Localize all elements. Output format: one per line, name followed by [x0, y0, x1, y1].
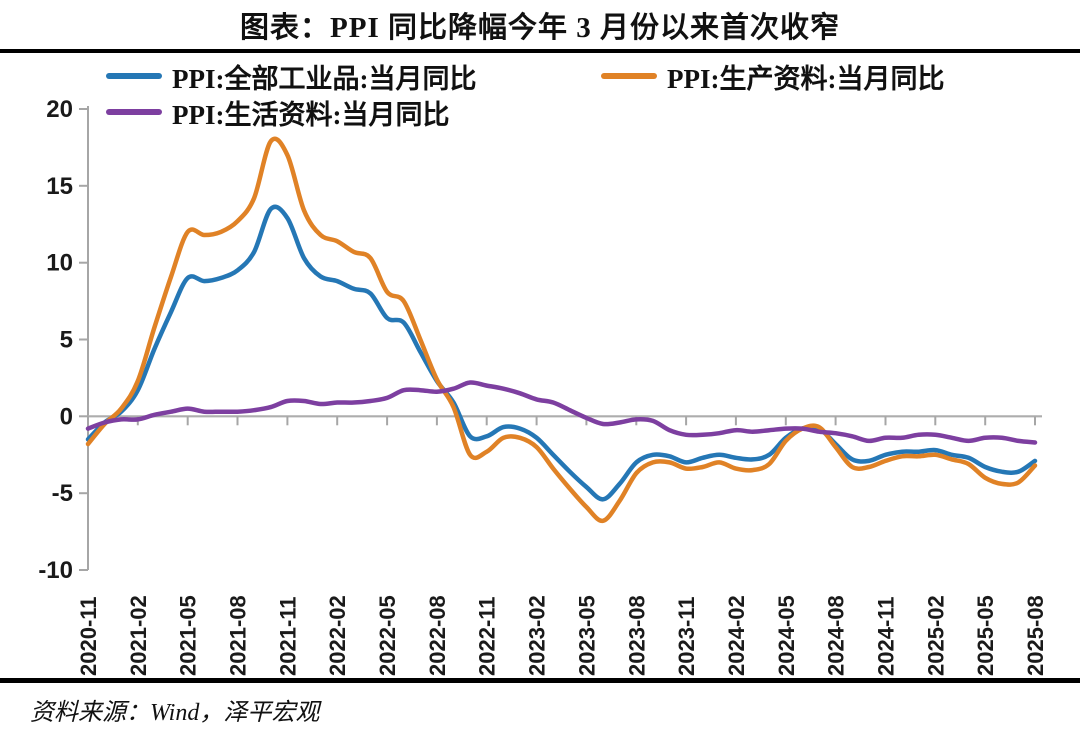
x-tick-label: 2021-05 — [176, 595, 201, 676]
x-tick-label: 2023-02 — [525, 595, 550, 676]
x-tick-label: 2021-02 — [126, 595, 151, 676]
title-divider — [0, 49, 1080, 53]
x-tick-label: 2022-11 — [475, 596, 500, 676]
x-tick-label: 2023-11 — [674, 596, 699, 676]
y-tick-label: 20 — [46, 96, 73, 123]
legend-item-ppi-all: PPI:全部工业品:当月同比 — [106, 60, 476, 94]
y-tick-label: 5 — [60, 327, 73, 354]
x-tick-label: 2023-08 — [624, 595, 649, 676]
x-tick-label: 2022-05 — [375, 595, 400, 676]
y-tick-label: -5 — [52, 480, 73, 507]
bottom-divider — [0, 678, 1080, 683]
series-line-1 — [85, 204, 1038, 502]
x-tick-label: 2025-05 — [973, 595, 998, 676]
legend-label-consumer-goods: PPI:生活资料:当月同比 — [172, 99, 450, 130]
page-title: 图表：PPI 同比降幅今年 3 月份以来首次收窄 — [240, 12, 840, 44]
y-tick-label: -10 — [38, 557, 73, 584]
legend-item-producer-goods: PPI:生产资料:当月同比 — [601, 60, 944, 94]
y-tick-label: 0 — [60, 403, 73, 430]
x-tick-label: 2022-02 — [325, 595, 350, 676]
series-line-2 — [85, 136, 1038, 524]
legend-label-ppi-all: PPI:全部工业品:当月同比 — [172, 63, 477, 94]
legend-swatch-purple — [106, 109, 162, 115]
x-tick-label: 2024-05 — [774, 595, 799, 676]
y-tick-label: 15 — [46, 173, 73, 200]
legend-label-producer-goods: PPI:生产资料:当月同比 — [667, 63, 945, 94]
x-tick-label: 2025-02 — [923, 595, 948, 676]
legend-swatch-orange — [601, 73, 657, 79]
x-tick-label: 2021-11 — [275, 596, 300, 676]
legend-item-consumer-goods: PPI:生活资料:当月同比 — [106, 96, 449, 130]
x-tick-label: 2024-02 — [724, 595, 749, 676]
source-note: 资料来源：Wind，泽平宏观 — [30, 700, 320, 726]
x-tick-label: 2021-08 — [226, 595, 251, 676]
x-tick-label: 2023-05 — [574, 595, 599, 676]
x-tick-label: 2020-11 — [76, 596, 101, 676]
x-tick-label: 2024-11 — [874, 596, 899, 676]
x-tick-label: 2024-08 — [824, 595, 849, 676]
legend-swatch-blue — [106, 73, 162, 79]
x-tick-label: 2025-08 — [1023, 595, 1048, 676]
series-line-3 — [85, 380, 1038, 445]
x-tick-label: 2022-08 — [425, 595, 450, 676]
y-tick-label: 10 — [46, 250, 73, 277]
